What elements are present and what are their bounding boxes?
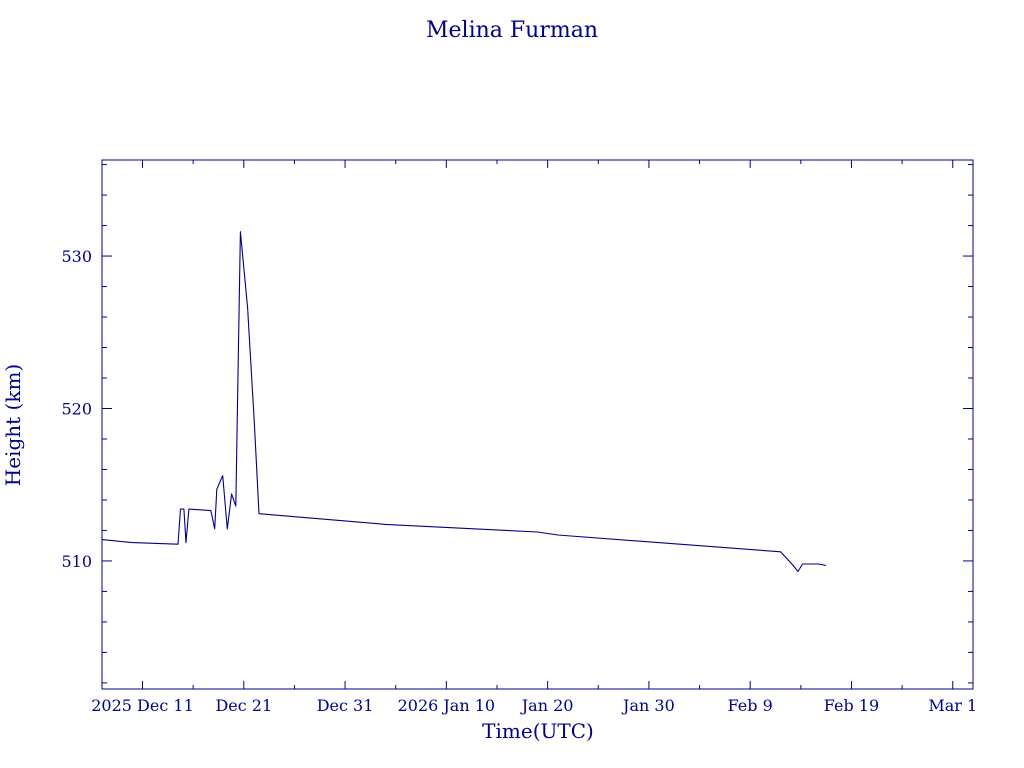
x-tick-label: 2025 Dec 11 — [91, 696, 194, 715]
x-tick-label: Mar 1 — [928, 696, 977, 715]
series-group — [101, 231, 827, 573]
height-series-line — [101, 231, 827, 573]
x-tick-label: Feb 19 — [824, 696, 879, 715]
x-tick-labels: 2025 Dec 11 Dec 21 Dec 31 2026 Jan 10 Jan 20… — [91, 696, 977, 715]
x-tick-label: Feb 9 — [728, 696, 773, 715]
y-tick-label: 530 — [61, 247, 92, 266]
x-axis-label: Time(UTC) — [482, 719, 594, 743]
x-tick-label: Dec 31 — [317, 696, 374, 715]
plot-frame — [101, 159, 974, 690]
axis-ticks — [102, 160, 973, 689]
x-tick-label: Jan 30 — [621, 696, 675, 715]
y-tick-label: 510 — [61, 552, 92, 571]
x-tick-label: 2026 Jan 10 — [398, 696, 496, 715]
y-tick-labels: 510 520 530 — [61, 247, 92, 571]
chart-title: Melina Furman — [426, 18, 598, 43]
y-tick-label: 520 — [61, 399, 92, 418]
x-tick-label: Jan 20 — [520, 696, 574, 715]
y-axis-label: Height (km) — [1, 364, 25, 486]
x-tick-label: Dec 21 — [215, 696, 272, 715]
